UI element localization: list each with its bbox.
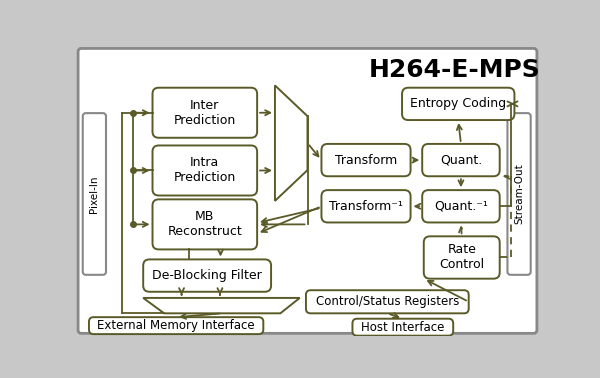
Text: Transform⁻¹: Transform⁻¹ xyxy=(329,200,403,213)
Text: Control/Status Registers: Control/Status Registers xyxy=(316,295,459,308)
FancyBboxPatch shape xyxy=(322,144,410,176)
Text: MB
Reconstruct: MB Reconstruct xyxy=(167,211,242,239)
Text: H264-E-MPS: H264-E-MPS xyxy=(369,58,541,82)
FancyBboxPatch shape xyxy=(402,88,514,120)
Text: De-Blocking Filter: De-Blocking Filter xyxy=(152,269,262,282)
FancyBboxPatch shape xyxy=(422,190,500,223)
FancyBboxPatch shape xyxy=(152,88,257,138)
Text: Inter
Prediction: Inter Prediction xyxy=(173,99,236,127)
FancyBboxPatch shape xyxy=(83,113,106,275)
FancyBboxPatch shape xyxy=(306,290,469,313)
FancyBboxPatch shape xyxy=(508,113,531,275)
FancyBboxPatch shape xyxy=(152,199,257,249)
FancyBboxPatch shape xyxy=(78,48,537,333)
Text: Entropy Coding: Entropy Coding xyxy=(410,98,506,110)
FancyBboxPatch shape xyxy=(424,236,500,279)
Text: External Memory Interface: External Memory Interface xyxy=(97,319,255,332)
FancyBboxPatch shape xyxy=(89,317,263,334)
Polygon shape xyxy=(275,85,308,201)
FancyBboxPatch shape xyxy=(352,319,453,336)
Text: Rate
Control: Rate Control xyxy=(439,243,484,271)
FancyBboxPatch shape xyxy=(422,144,500,176)
Text: Host Interface: Host Interface xyxy=(361,321,445,334)
Polygon shape xyxy=(143,298,300,313)
Text: Transform: Transform xyxy=(335,153,397,167)
Text: Quant.: Quant. xyxy=(440,153,482,167)
Text: Quant.⁻¹: Quant.⁻¹ xyxy=(434,200,488,213)
Text: Intra
Prediction: Intra Prediction xyxy=(173,156,236,184)
FancyBboxPatch shape xyxy=(152,146,257,195)
FancyBboxPatch shape xyxy=(143,259,271,292)
FancyBboxPatch shape xyxy=(322,190,410,223)
Text: Pixel-In: Pixel-In xyxy=(89,175,100,213)
Text: Stream-Out: Stream-Out xyxy=(514,164,524,225)
